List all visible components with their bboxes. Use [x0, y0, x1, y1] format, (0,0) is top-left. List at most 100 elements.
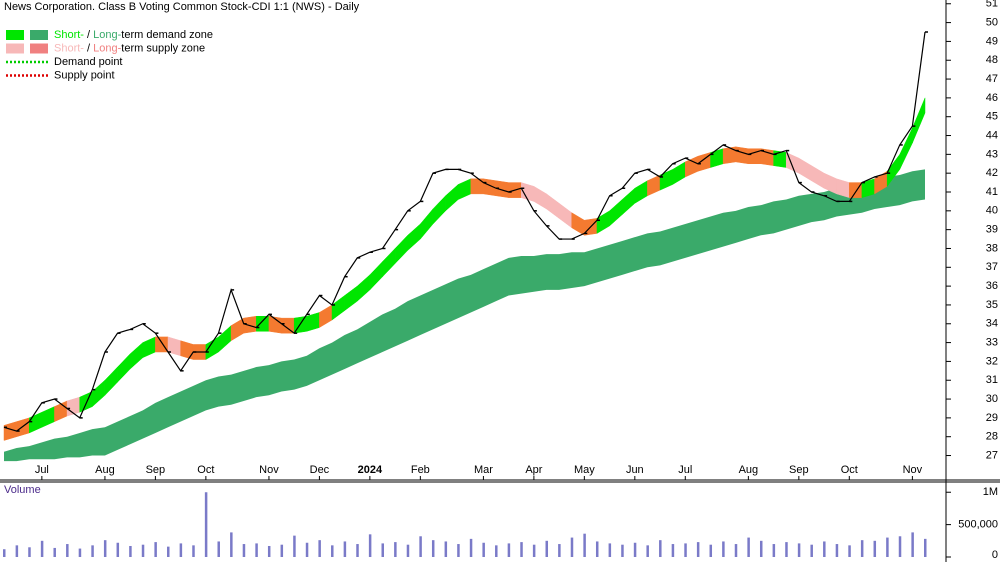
x-tick-label: Sep	[789, 464, 809, 476]
volume-bar	[78, 548, 82, 557]
volume-bar	[734, 544, 738, 557]
volume-bar	[545, 540, 549, 557]
y-tick-label: 45	[986, 111, 998, 123]
volume-bar	[873, 540, 877, 557]
x-tick-label: Nov	[259, 464, 279, 476]
volume-bar	[331, 545, 334, 557]
volume-bar	[318, 540, 321, 557]
y-tick-label: 48	[986, 54, 998, 66]
volume-bar	[394, 542, 397, 557]
x-tick-label: Aug	[95, 464, 115, 476]
legend-label: Short- / Long-term supply zone	[54, 42, 205, 54]
y-tick-label: 33	[986, 336, 998, 348]
y-tick-label: 35	[986, 299, 998, 311]
volume-bar	[684, 543, 687, 557]
volume-bar	[457, 544, 460, 557]
volume-tick-label: 500,000	[958, 519, 998, 531]
volume-bar	[305, 542, 309, 557]
volume-bar	[66, 544, 69, 557]
legend-label: Supply point	[54, 69, 115, 81]
volume-bar	[759, 540, 763, 557]
y-tick-label: 46	[986, 92, 998, 104]
legend-label: Short- / Long-term demand zone	[54, 29, 213, 41]
volume-bar	[255, 543, 258, 557]
x-tick-label: Oct	[197, 464, 214, 476]
volume-tick-label: 0	[992, 549, 998, 561]
x-tick-label: Mar	[474, 464, 493, 476]
volume-bar	[267, 545, 271, 557]
y-tick-label: 31	[986, 374, 998, 386]
legend-text: Long-	[93, 29, 121, 41]
x-tick-label: Oct	[841, 464, 858, 476]
y-tick-label: 42	[986, 167, 998, 179]
x-tick-label: Sep	[146, 464, 166, 476]
volume-bar	[797, 543, 801, 557]
y-tick-label: 36	[986, 280, 998, 292]
chart-title: News Corporation. Class B Voting Common …	[4, 1, 360, 13]
volume-bar	[848, 545, 851, 557]
y-tick-label: 49	[986, 35, 998, 47]
volume-bar	[558, 544, 561, 557]
volume-bar	[482, 542, 485, 557]
legend-text: Short-	[54, 42, 84, 54]
volume-bar	[835, 544, 839, 557]
volume-bar	[129, 545, 132, 557]
volume-bar	[898, 536, 902, 557]
long-term-band	[4, 169, 925, 462]
volume-bar	[595, 541, 599, 557]
y-tick-label: 27	[986, 449, 998, 461]
volume-bar	[646, 545, 649, 557]
x-tick-label: Apr	[525, 464, 542, 476]
x-tick-label: Feb	[411, 464, 430, 476]
volume-bar	[179, 543, 183, 557]
volume-bar	[91, 545, 94, 557]
volume-bar	[40, 540, 44, 557]
y-tick-label: 32	[986, 355, 998, 367]
volume-bar	[823, 541, 826, 557]
volume-bar	[747, 537, 750, 557]
y-tick-label: 28	[986, 431, 998, 443]
volume-bar	[217, 541, 220, 557]
short-term-band	[773, 150, 787, 168]
volume-bar	[469, 538, 473, 557]
volume-bar	[860, 540, 864, 557]
y-tick-label: 37	[986, 261, 998, 273]
volume-bar	[204, 492, 208, 557]
y-tick-label: 44	[986, 129, 998, 141]
volume-bar	[659, 540, 662, 557]
volume-bar	[356, 544, 359, 557]
volume-bar	[53, 547, 56, 557]
x-tick-label: May	[574, 464, 595, 476]
volume-bar	[431, 540, 435, 557]
volume-bar	[280, 544, 284, 557]
volume-bar	[520, 542, 523, 557]
volume-bar	[924, 538, 927, 557]
volume-bar	[722, 541, 725, 557]
legend-text: Short-	[54, 29, 84, 41]
volume-bar	[154, 542, 157, 557]
volume-bar	[167, 546, 170, 557]
price-line	[3, 31, 926, 432]
volume-bar	[709, 544, 713, 557]
volume-bar	[570, 537, 574, 557]
volume-bar	[495, 545, 498, 557]
short-term-band	[256, 315, 270, 332]
x-tick-label: Dec	[310, 464, 330, 476]
volume-bar	[696, 542, 700, 557]
volume-bar	[116, 542, 120, 557]
x-tick-label: Jun	[626, 464, 644, 476]
volume-bar	[785, 542, 788, 557]
volume-bar	[444, 541, 448, 557]
volume-bar	[507, 543, 511, 557]
volume-bar	[242, 544, 246, 557]
volume-bar	[886, 537, 889, 557]
legend-label: Demand point	[54, 56, 123, 68]
volume-bar	[343, 541, 347, 557]
short-term-band	[735, 146, 749, 165]
volume-bar	[15, 545, 19, 557]
volume-bar	[772, 544, 776, 557]
volume-tick-label: 1M	[983, 486, 998, 498]
volume-label: Volume	[4, 484, 41, 496]
legend-text: term supply zone	[121, 42, 205, 54]
